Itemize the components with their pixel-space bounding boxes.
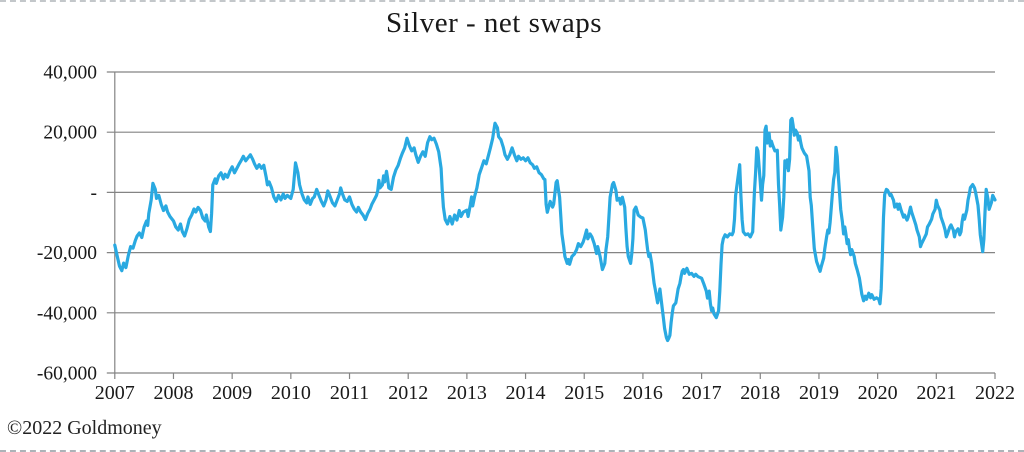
x-axis-tick-label: 2007 [95, 382, 135, 404]
data-line [113, 116, 997, 343]
y-axis-tick-label: - [91, 183, 98, 204]
x-axis-tick-label: 2009 [212, 382, 252, 404]
chart-title: Silver - net swaps [386, 7, 602, 39]
x-axis-tick-label: 2013 [447, 382, 487, 404]
x-axis-tick-label: 2020 [858, 382, 898, 404]
x-axis-tick-label: 2010 [271, 382, 311, 404]
x-axis-tick-label: 2015 [564, 382, 604, 404]
x-axis-tick-label: 2016 [623, 382, 663, 404]
x-axis-tick-label: 2012 [388, 382, 428, 404]
x-axis-tick-label: 2017 [682, 382, 722, 404]
x-axis-tick-label: 2018 [740, 382, 780, 404]
y-axis-tick-label: -20,000 [37, 243, 97, 264]
y-axis-tick-label: -60,000 [37, 364, 97, 385]
x-axis-tick-label: 2014 [506, 382, 546, 404]
x-axis-tick-label: 2022 [975, 382, 1015, 404]
y-axis-tick-label: 20,000 [43, 123, 97, 144]
y-axis-tick-label: 40,000 [43, 63, 97, 84]
copyright-text: ©2022 Goldmoney [7, 417, 162, 439]
x-axis-tick-label: 2021 [916, 382, 956, 404]
x-axis-tick-label: 2011 [330, 382, 369, 404]
x-axis-tick-label: 2008 [153, 382, 193, 404]
x-axis-tick-label: 2019 [799, 382, 839, 404]
y-axis-tick-label: -40,000 [37, 303, 97, 324]
